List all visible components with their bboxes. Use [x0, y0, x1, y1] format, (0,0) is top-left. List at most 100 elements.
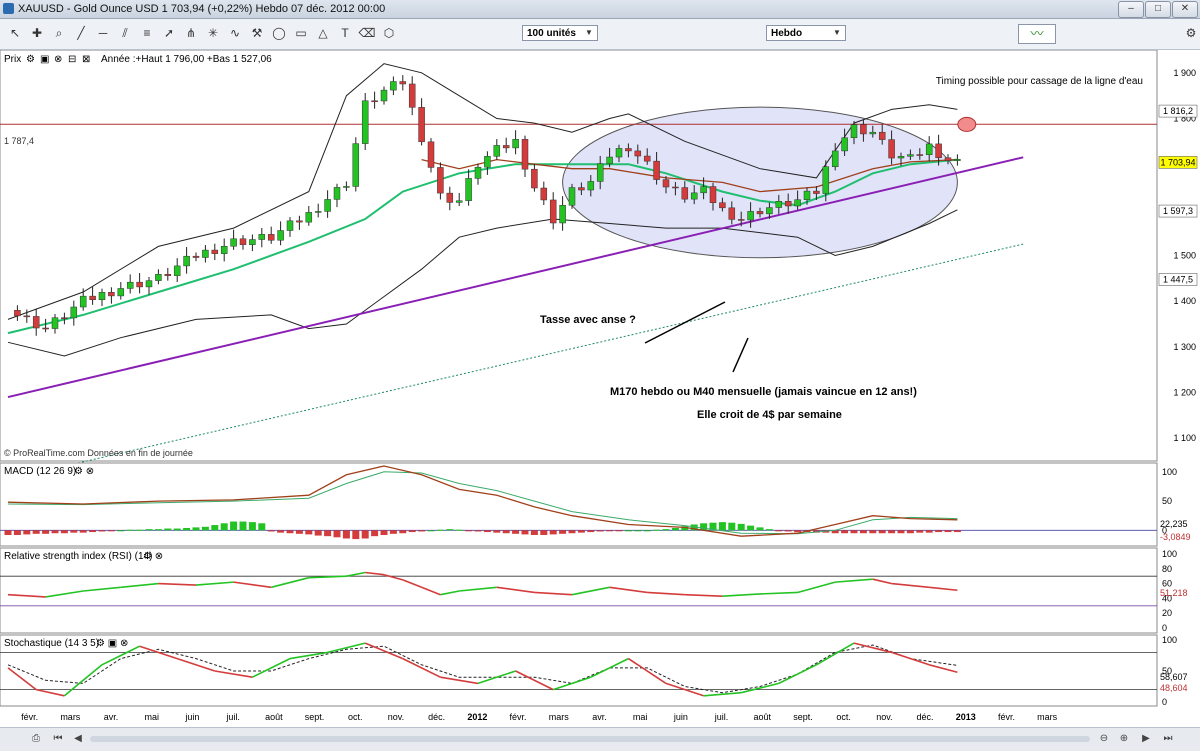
macd-hist-bar: [568, 530, 576, 534]
delete-tool-icon[interactable]: ⌫: [358, 26, 376, 40]
candle-body: [531, 168, 538, 189]
macd-hist-bar: [577, 530, 585, 533]
svg-text:⊠: ⊠: [82, 54, 90, 65]
rsi-segment: [271, 576, 309, 589]
zoom-out-icon[interactable]: ⊖: [1099, 733, 1109, 744]
gann-icon[interactable]: ✳: [207, 26, 219, 40]
target-marker: [957, 116, 977, 132]
candle-body: [869, 131, 877, 135]
candle-body: [756, 211, 764, 215]
macd-icons[interactable]: ⚙ ⊗: [74, 466, 94, 477]
stoch-k-segment: [552, 676, 592, 691]
candle-body: [108, 292, 115, 297]
prev-icon[interactable]: ◀: [74, 733, 82, 744]
settings-icon[interactable]: ⚙: [1185, 26, 1197, 40]
candle-body: [98, 292, 106, 301]
stoch-k-segment: [590, 657, 629, 678]
macd-hist-bar: [42, 530, 50, 534]
tasse-annotation: Tasse avec anse ?: [540, 314, 636, 326]
rsi-segment: [308, 575, 347, 579]
candle-body: [380, 89, 388, 102]
footer-bar: ⎙ ⏮ ◀ ⊖ ⊕ ▶ ⏭: [0, 727, 1200, 751]
rsi-icons[interactable]: ⚙ ⊗: [143, 551, 163, 562]
rectangle-tool-icon[interactable]: ▭: [295, 26, 307, 40]
macd-hist-bar: [446, 529, 454, 531]
timing-note: Timing possible pour cassage de la ligne…: [936, 76, 1143, 87]
fibonacci-icon[interactable]: ≡: [143, 26, 151, 40]
candle-body: [51, 317, 59, 329]
text-tool-icon[interactable]: T: [341, 26, 349, 40]
macd-hist-bar: [145, 529, 153, 531]
macd-hist-bar: [51, 530, 59, 534]
macd-hist-bar: [70, 530, 78, 533]
price-tag-label: 1 597,3: [1163, 206, 1193, 216]
candle-body: [775, 200, 783, 208]
candle-body: [803, 190, 811, 200]
macd-hist-bar: [89, 530, 97, 533]
x-tick-label: févr.: [21, 712, 38, 722]
ellipse-tool-icon[interactable]: ◯: [272, 26, 286, 40]
units-select[interactable]: 100 unités ▼: [522, 25, 598, 41]
candle-body: [126, 281, 134, 289]
macd-hist-bar: [136, 529, 144, 531]
price-panel-icons[interactable]: ⚙ ▣ ⊗ ⊟ ⊠: [26, 54, 90, 65]
rsi-segment: [459, 586, 497, 592]
candle-body: [258, 234, 266, 240]
stoch-tick: 50: [1162, 666, 1172, 676]
pitchfork-icon[interactable]: ⋔: [185, 26, 197, 40]
macd-hist-bar: [192, 527, 200, 531]
first-icon[interactable]: ⏮: [53, 733, 63, 744]
next-icon[interactable]: ▶: [1142, 733, 1150, 744]
rsi-segment: [571, 586, 610, 596]
maximize-button[interactable]: □: [1145, 1, 1171, 18]
candle-body: [907, 154, 914, 157]
macd-hist-bar: [79, 530, 87, 533]
hammer-icon[interactable]: ⚒: [251, 26, 263, 40]
macd-hist-bar: [13, 530, 21, 535]
line-tool-icon[interactable]: ╱: [77, 26, 85, 40]
candle-body: [878, 131, 886, 140]
chart-style-icon[interactable]: 〰: [1018, 24, 1056, 44]
stoch-k-segment: [477, 670, 516, 685]
candle-body: [860, 124, 867, 135]
pointer-icon[interactable]: ↖: [9, 26, 21, 40]
crosshair-icon[interactable]: ✚: [31, 26, 43, 40]
channel-tool-icon[interactable]: ⫽: [122, 26, 128, 40]
cycle-icon[interactable]: ∿: [229, 26, 241, 40]
candle-body: [954, 159, 961, 161]
macd-hist-bar: [333, 530, 341, 538]
arrow-tool-icon[interactable]: ➚: [163, 26, 175, 40]
freehand-tool-icon[interactable]: ⬡: [383, 26, 395, 40]
rsi-segment: [158, 582, 197, 586]
period-select[interactable]: Hebdo ▼: [766, 25, 846, 41]
macd-hist-bar: [399, 530, 407, 534]
candle-body: [925, 143, 933, 156]
time-scrollbar[interactable]: [90, 736, 1090, 742]
zoom-in-icon[interactable]: ⊕: [1119, 733, 1129, 744]
macd-hist-bar: [201, 526, 209, 531]
lower-band-line: [7, 209, 958, 357]
price-tag-box: [1158, 204, 1198, 218]
hline-tool-icon[interactable]: ─: [98, 26, 108, 40]
candle-body: [578, 187, 585, 191]
macd-hist-bar: [888, 530, 896, 534]
zoom-icon[interactable]: ⌕: [55, 26, 63, 40]
macd-hist-bar: [465, 530, 473, 532]
triangle-tool-icon[interactable]: △: [318, 26, 328, 40]
rsi-segment: [872, 578, 892, 585]
print-icon[interactable]: ⎙: [32, 733, 40, 744]
candle-body: [314, 211, 322, 213]
y-tick-label: 1 100: [1173, 433, 1196, 443]
stoch-icons[interactable]: ⚙ ▣ ⊗: [96, 638, 128, 649]
macd-hist-bar: [549, 530, 557, 535]
close-button[interactable]: ✕: [1172, 1, 1198, 18]
y-tick-label: 1 400: [1173, 296, 1196, 306]
y-tick-label: 1 900: [1173, 68, 1196, 78]
candle-body: [549, 199, 557, 224]
macd-hist-bar: [540, 530, 548, 535]
candle-body: [681, 187, 689, 200]
minimize-button[interactable]: –: [1118, 1, 1144, 18]
rsi-segment: [233, 581, 272, 589]
macd-hist-bar: [305, 530, 313, 535]
last-icon[interactable]: ⏭: [1163, 733, 1173, 744]
